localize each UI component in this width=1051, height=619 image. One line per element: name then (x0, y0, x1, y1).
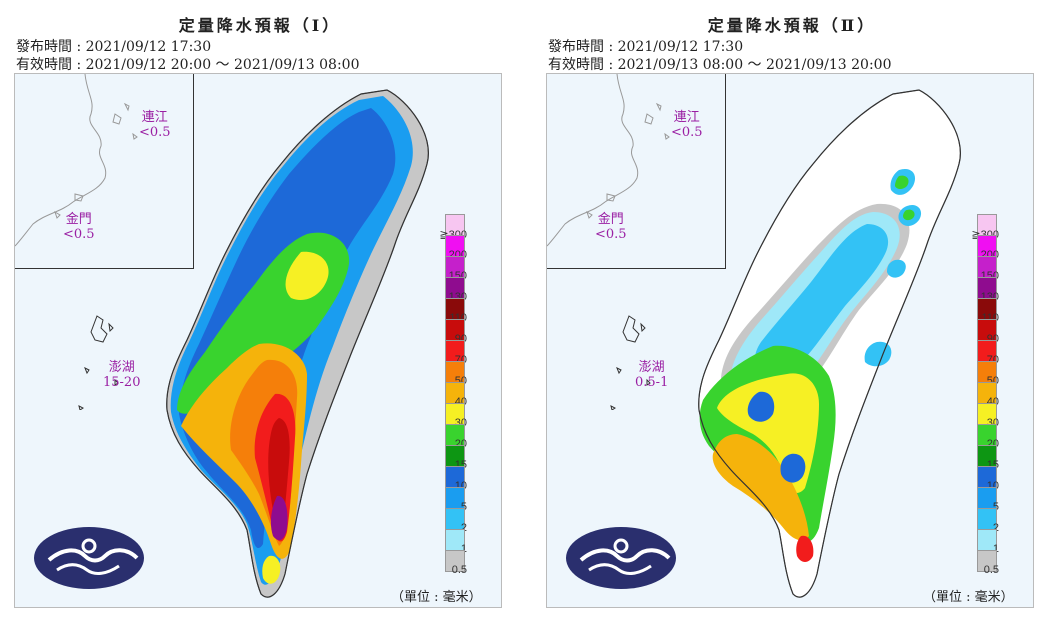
kinmen-name: 金門 (65, 212, 92, 227)
legend-label: 0.5 (451, 564, 467, 576)
kinmen-name: 金門 (597, 212, 624, 227)
legend-swatch (445, 550, 465, 572)
kinmen-label: 金門 <0.5 (63, 212, 95, 242)
panel-title: 定量降水預報（Ⅰ） (178, 16, 342, 35)
china-coastline (15, 74, 138, 247)
penghu-name: 澎湖 (108, 360, 135, 375)
forecast-panel-2: 定量降水預報（Ⅱ） 發布時間 : 2021/09/12 17:30 有效時間 :… (532, 0, 1051, 619)
rainfall-map: 連江 <0.5 金門 <0.5 澎湖 15-20 (14, 73, 502, 608)
china-coastline (547, 74, 670, 247)
kinmen-value: <0.5 (595, 227, 627, 242)
legend-label: 5 (992, 501, 999, 513)
forecast-panel-1: 定量降水預報（Ⅰ） 發布時間 : 2021/09/12 17:30 有效時間 :… (0, 0, 520, 619)
cwb-logo (34, 527, 144, 589)
rainfall-map: 連江 <0.5 金門 <0.5 澎湖 0.5-1 (546, 73, 1034, 608)
legend-label: 2 (460, 522, 467, 534)
panel-title: 定量降水預報（Ⅱ） (707, 16, 877, 35)
valid-time: 有效時間 : 2021/09/13 08:00 ～ 2021/09/13 20:… (548, 57, 892, 73)
matsu-name: 連江 (141, 110, 168, 125)
unit-label: （單位 : 毫米） (391, 590, 482, 605)
penghu-value: 0.5-1 (635, 375, 669, 390)
legend-label: 2 (992, 522, 999, 534)
penghu-islands (610, 315, 651, 410)
penghu-value: 15-20 (103, 375, 141, 390)
legend-label: 5 (460, 501, 467, 513)
valid-time: 有效時間 : 2021/09/12 20:00 ～ 2021/09/13 08:… (16, 57, 360, 73)
legend-label: 1 (992, 543, 999, 555)
offshore-islands-inset: 連江 <0.5 金門 <0.5 (15, 74, 194, 269)
penghu-islands (78, 315, 119, 410)
legend-label: 1 (460, 543, 467, 555)
issue-time: 發布時間 : 2021/09/12 17:30 (548, 39, 744, 55)
matsu-value: <0.5 (139, 125, 171, 140)
rainfall-legend: ≧30020015013011090705040302015105210.5 (439, 214, 501, 594)
rainfall-legend: ≧30020015013011090705040302015105210.5 (971, 214, 1033, 594)
legend-swatch (977, 550, 997, 572)
taiwan-rainfall-shading (166, 89, 429, 598)
penghu-name: 澎湖 (638, 360, 665, 375)
issue-time: 發布時間 : 2021/09/12 17:30 (16, 39, 212, 55)
penghu-label: 澎湖 0.5-1 (635, 360, 668, 390)
penghu-label: 澎湖 15-20 (103, 360, 140, 390)
offshore-islands-inset: 連江 <0.5 金門 <0.5 (547, 74, 726, 269)
kinmen-value: <0.5 (63, 227, 95, 242)
matsu-label: 連江 <0.5 (671, 110, 703, 140)
cwb-logo (566, 527, 676, 589)
taiwan-rainfall-shading (698, 89, 961, 598)
matsu-label: 連江 <0.5 (139, 110, 171, 140)
matsu-name: 連江 (673, 110, 700, 125)
unit-label: （單位 : 毫米） (923, 590, 1014, 605)
matsu-value: <0.5 (671, 125, 703, 140)
kinmen-label: 金門 <0.5 (595, 212, 627, 242)
legend-label: 0.5 (983, 564, 999, 576)
